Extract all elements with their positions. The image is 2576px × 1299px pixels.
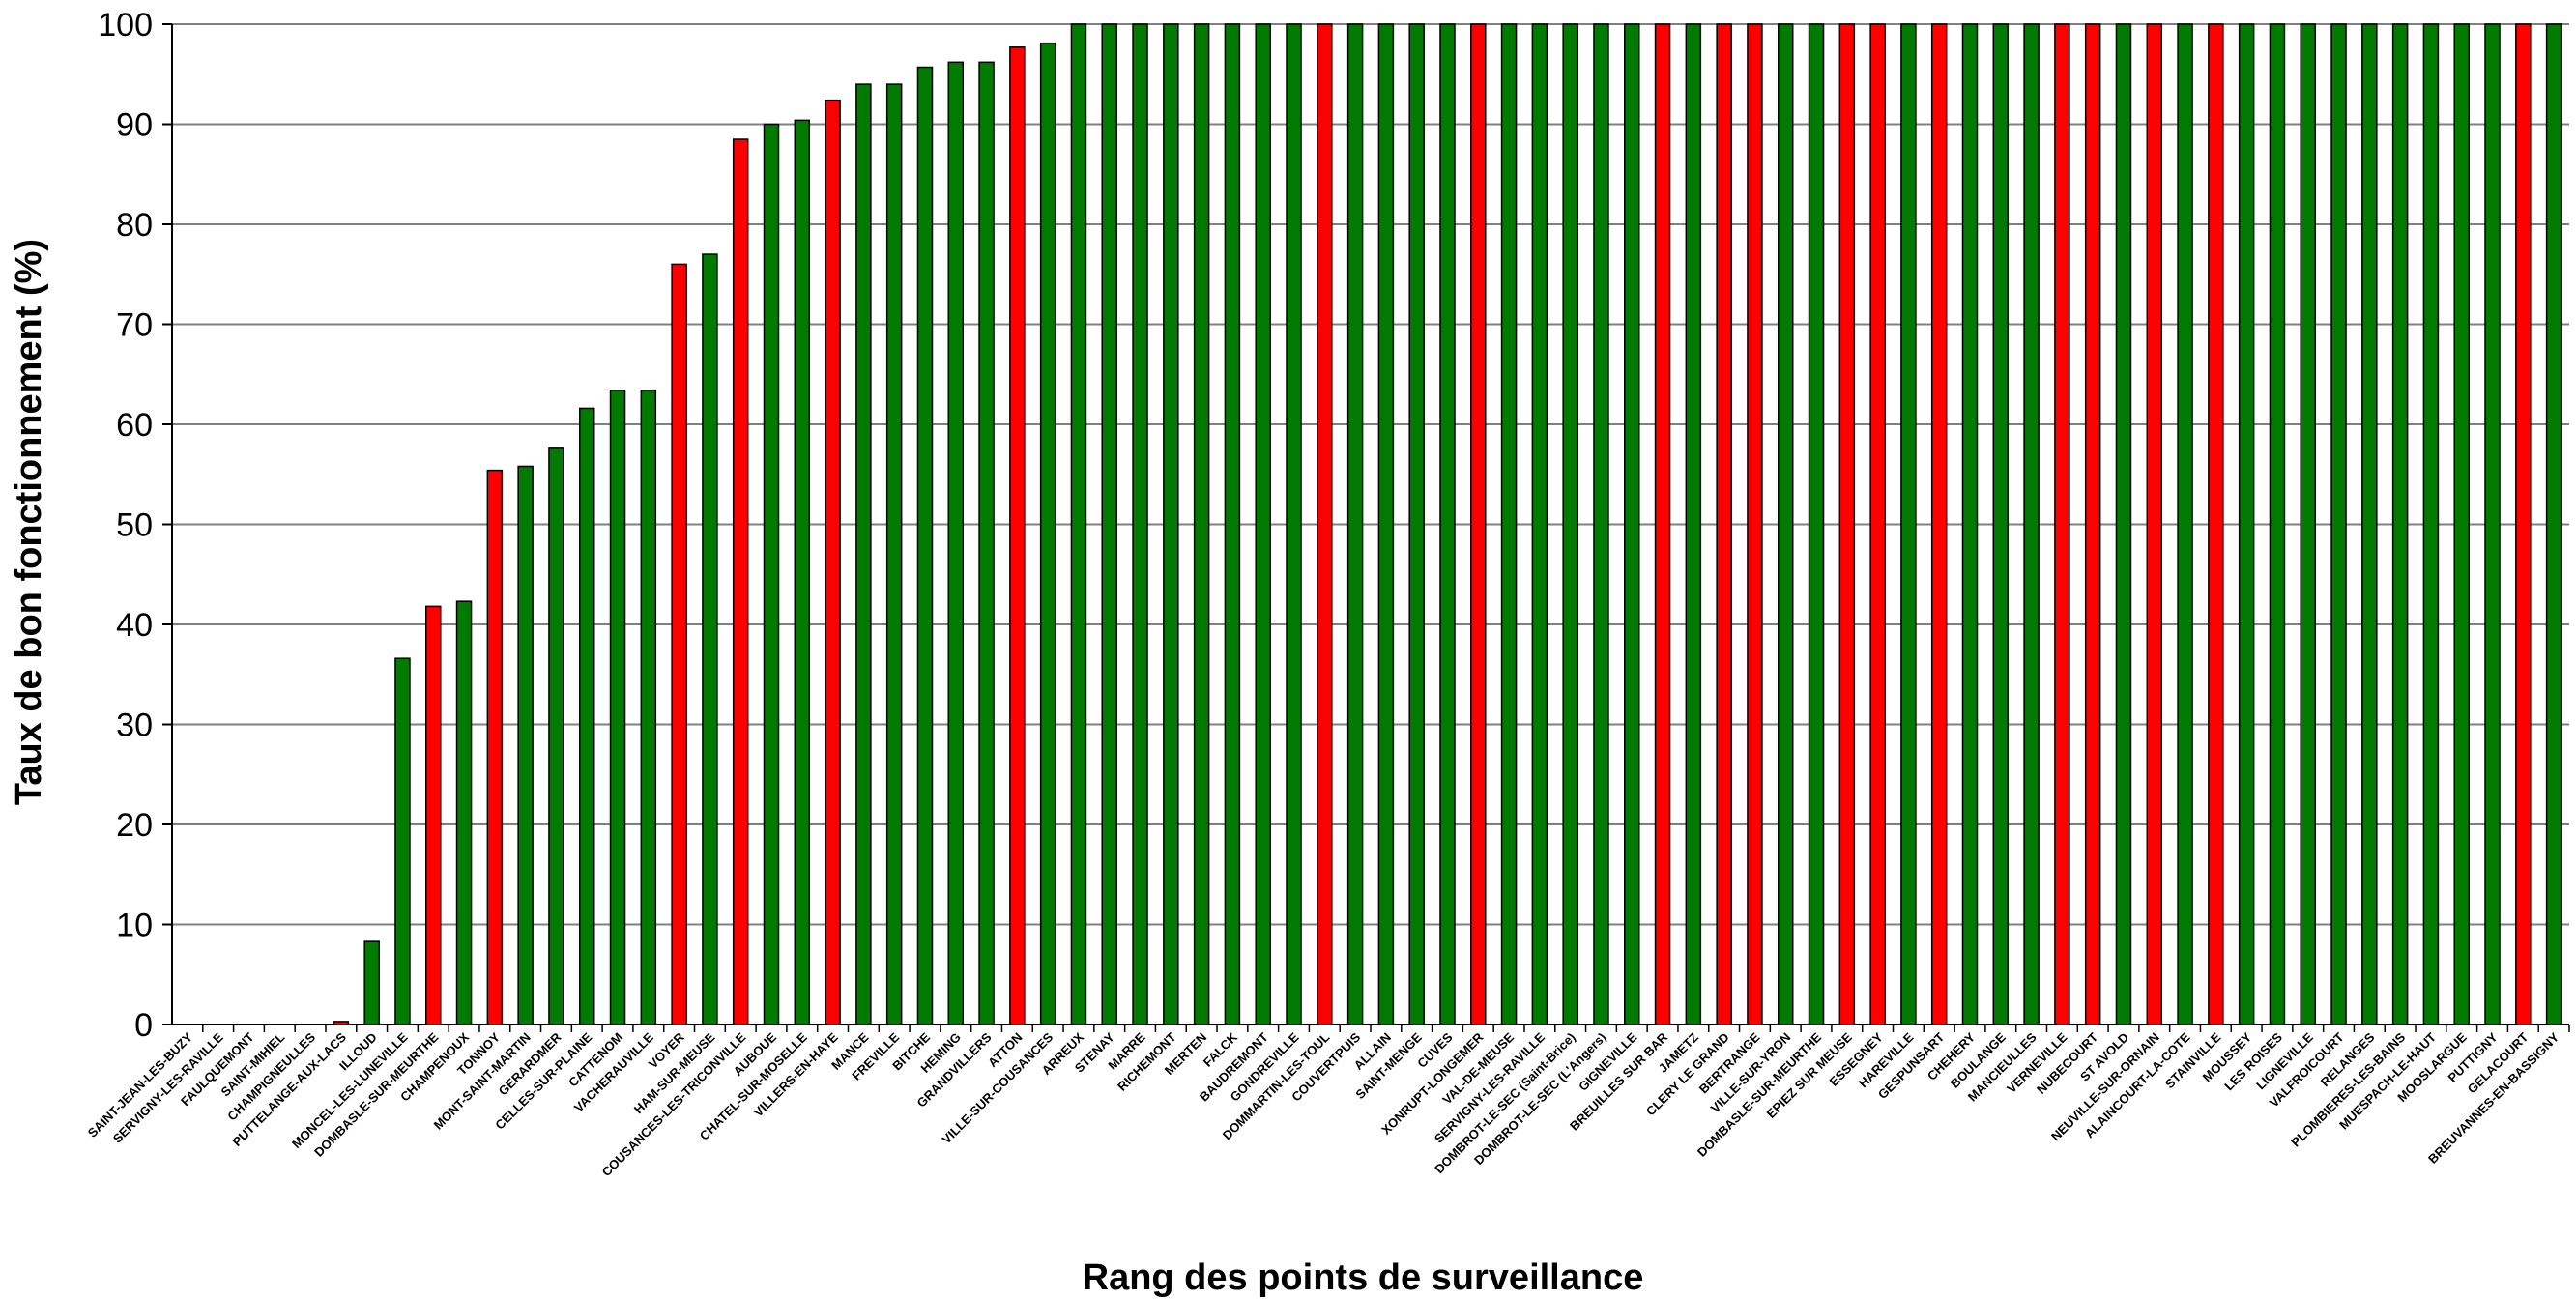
y-tick-label: 30 xyxy=(116,707,153,744)
bar xyxy=(1747,23,1763,1025)
bar xyxy=(1992,23,2010,1025)
bar xyxy=(1346,23,1364,1025)
bar xyxy=(1654,23,1671,1025)
bar xyxy=(2300,23,2316,1025)
y-tick-label: 0 xyxy=(134,1007,153,1044)
bar xyxy=(1101,23,1117,1025)
bar xyxy=(2208,23,2224,1025)
bar xyxy=(1900,23,1917,1025)
bar xyxy=(425,605,442,1025)
bar xyxy=(548,447,564,1025)
bar xyxy=(2084,23,2101,1025)
bar xyxy=(1593,23,1609,1025)
bar xyxy=(2177,23,2193,1025)
bar xyxy=(2422,23,2440,1025)
bar xyxy=(2054,23,2070,1025)
bar xyxy=(702,253,718,1025)
y-tick-label: 90 xyxy=(116,107,153,144)
bar xyxy=(455,600,473,1025)
bar xyxy=(1562,23,1578,1025)
bar xyxy=(2361,23,2378,1025)
bar xyxy=(2269,23,2286,1025)
bar xyxy=(916,66,934,1025)
bar xyxy=(1224,23,1241,1025)
bar xyxy=(2238,23,2255,1025)
bar xyxy=(1500,23,1518,1025)
bar xyxy=(1132,23,1148,1025)
bar xyxy=(885,83,903,1025)
bar xyxy=(763,123,780,1025)
y-tick-label: 20 xyxy=(116,807,153,844)
bar xyxy=(1685,23,1702,1025)
bar xyxy=(1163,23,1179,1025)
bar xyxy=(1408,23,1425,1025)
bar xyxy=(794,119,811,1025)
y-tick-label: 50 xyxy=(116,507,153,544)
bar xyxy=(947,61,965,1025)
x-axis-title: Rang des points de surveillance xyxy=(1083,1257,1644,1298)
bar xyxy=(2391,23,2409,1025)
y-tick-label: 60 xyxy=(116,407,153,444)
bar xyxy=(855,83,872,1025)
bar xyxy=(1961,23,1979,1025)
bar xyxy=(978,61,995,1025)
bar xyxy=(732,138,749,1025)
bar xyxy=(609,390,626,1025)
bar-layer xyxy=(333,23,2562,1025)
bar xyxy=(1470,23,1487,1025)
y-tick-labels: 0 10 20 30 40 50 60 70 80 90 100 xyxy=(98,7,153,1044)
bar xyxy=(1070,23,1087,1025)
bar xyxy=(2545,23,2562,1025)
bar xyxy=(2453,23,2470,1025)
bar xyxy=(1317,23,1333,1025)
bar xyxy=(363,940,380,1025)
bar xyxy=(2115,23,2132,1025)
bar xyxy=(1531,23,1548,1025)
bar xyxy=(640,390,657,1025)
y-tick-label: 40 xyxy=(116,607,153,644)
grid-layer xyxy=(172,23,2569,926)
bar xyxy=(517,465,534,1025)
y-axis-title: Taux de bon fonctionnement (%) xyxy=(9,239,49,805)
bar xyxy=(2146,23,2163,1025)
bar xyxy=(1808,23,1825,1025)
bar xyxy=(825,99,841,1025)
bar xyxy=(1869,23,1886,1025)
bar xyxy=(1009,46,1026,1025)
bar xyxy=(1777,23,1794,1025)
y-tick-label: 10 xyxy=(116,908,153,944)
bar xyxy=(2330,23,2347,1025)
bar xyxy=(1439,23,1456,1025)
bar xyxy=(1039,42,1056,1025)
bar xyxy=(2023,23,2040,1025)
bar xyxy=(1930,23,1948,1025)
x-tick-labels: SAINT-JEAN-LES-BUZYSERVIGNY-LES-RAVILLEF… xyxy=(85,1029,2562,1179)
axis-layer xyxy=(162,23,2570,1032)
bar xyxy=(486,469,504,1025)
bar xyxy=(1377,23,1395,1025)
bar xyxy=(2484,23,2501,1025)
y-tick-label: 100 xyxy=(98,7,153,43)
bar xyxy=(1716,23,1732,1025)
bar xyxy=(1286,23,1302,1025)
bar xyxy=(1255,23,1271,1025)
bar xyxy=(2515,23,2532,1025)
bar xyxy=(1838,23,1856,1025)
bar xyxy=(578,407,595,1025)
bar xyxy=(1193,23,1210,1025)
y-tick-label: 80 xyxy=(116,207,153,244)
y-tick-label: 70 xyxy=(116,307,153,344)
bar xyxy=(671,263,687,1025)
bar xyxy=(1624,23,1640,1025)
bar xyxy=(394,657,411,1025)
